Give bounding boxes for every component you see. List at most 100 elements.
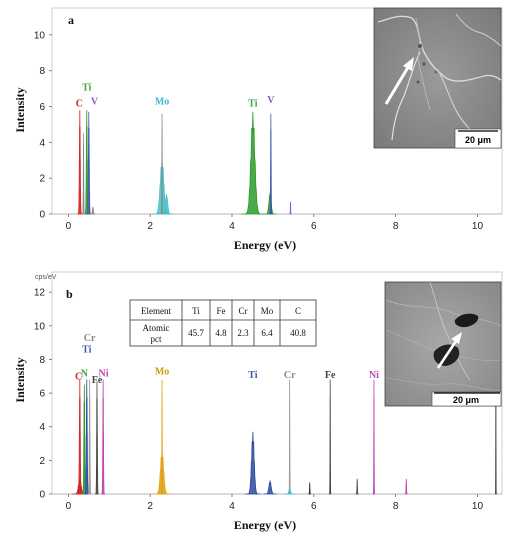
table-cell: 40.8 (290, 328, 306, 338)
table-cell: 45.7 (188, 328, 204, 338)
spectrum-peak (160, 379, 164, 495)
spectrum-peak (308, 482, 312, 495)
panel-a-spectrum (77, 110, 292, 215)
table-header: Ti (192, 306, 200, 316)
panel-b-scale-box (431, 391, 502, 407)
peak-label: V (91, 97, 99, 108)
x-tick-label: 10 (472, 501, 484, 512)
panel-b-y-axis-label: Intensity (13, 357, 27, 402)
peak-label: Fe (92, 375, 103, 386)
spectrum-peak (87, 379, 92, 495)
spectrum-peak (404, 478, 408, 495)
spectrum-peak (372, 379, 376, 495)
peak-label: Cr (284, 370, 296, 381)
peak-label: V (267, 95, 275, 106)
spectrum-peak (90, 206, 96, 215)
table-header: Fe (217, 306, 226, 316)
x-tick-label: 2 (147, 221, 153, 232)
peak-label: Mo (155, 97, 169, 108)
spectrum-peak (241, 111, 265, 215)
y-tick-label: 10 (34, 30, 46, 41)
spectrum-peak (101, 379, 106, 495)
table-header: Element (141, 306, 171, 316)
peak-label: Ti (248, 99, 257, 110)
y-tick-label: 2 (39, 456, 45, 467)
spectrum-peak (288, 379, 291, 495)
peak-label: Ni (99, 368, 109, 379)
spectrum-peak (245, 431, 261, 495)
panel-b-sem-inset: 20 μm (384, 281, 502, 407)
y-tick-label: 0 (39, 210, 45, 221)
peak-label: C (76, 99, 83, 110)
table-header: Cr (239, 306, 248, 316)
spectrum-peak (355, 478, 359, 495)
y-tick-label: 8 (39, 355, 45, 366)
panel-a-y-axis-label: Intensity (13, 87, 27, 132)
panel-a-sem-inset: 20 μm (373, 7, 502, 149)
panel-b-spectrum (71, 379, 497, 495)
peak-label: C (75, 372, 82, 383)
table-row-label: Atomic (143, 323, 170, 333)
panel-a-scale-box (454, 128, 502, 149)
x-tick-label: 6 (311, 501, 317, 512)
peak-label: Fe (325, 370, 336, 381)
peak-label: Mo (155, 367, 169, 378)
y-tick-label: 4 (39, 138, 45, 149)
peak-label: N (81, 368, 89, 379)
table-cell: 4.8 (215, 328, 227, 338)
x-tick-label: 4 (229, 221, 235, 232)
spectrum-peak (160, 113, 164, 215)
spectrum-peak (95, 381, 99, 495)
panel-b-letter: b (66, 287, 73, 301)
panel-a-scale-label: 20 μm (465, 135, 491, 145)
y-tick-label: 2 (39, 174, 45, 185)
panel-a-x-axis-label: Energy (eV) (234, 238, 296, 252)
table-header: Mo (261, 306, 274, 316)
x-tick-label: 8 (393, 221, 399, 232)
spectrum-peak (263, 480, 277, 495)
y-tick-label: 12 (34, 288, 46, 299)
spectrum-peak (329, 379, 332, 495)
table-cell: 6.4 (261, 328, 273, 338)
x-tick-label: 8 (393, 501, 399, 512)
y-tick-label: 0 (39, 490, 45, 501)
panel-b-x-axis-label: Energy (eV) (234, 518, 296, 532)
peak-label: Ti (248, 370, 257, 381)
x-tick-label: 4 (229, 501, 235, 512)
panel-a-axes: 0 2 4 6 8 10 0 2 4 6 8 10 (34, 30, 502, 232)
x-tick-label: 2 (147, 501, 153, 512)
table-cell: 2.3 (237, 328, 249, 338)
spectrum-peak (269, 113, 273, 215)
x-tick-label: 0 (66, 501, 72, 512)
y-tick-label: 6 (39, 389, 45, 400)
y-tick-label: 10 (34, 321, 46, 332)
peak-label: Ti (82, 345, 91, 356)
spectrum-peak (82, 133, 85, 215)
x-tick-label: 6 (311, 221, 317, 232)
panel-a-letter: a (68, 13, 74, 27)
panel-b-scale-label: 20 μm (453, 395, 479, 405)
table-row-label: pct (151, 334, 162, 344)
panel-b-axes: 0 2 4 6 8 10 12 0 2 4 6 8 10 (34, 288, 502, 512)
spectrum-peak (284, 488, 295, 495)
spectrum-peak (289, 201, 292, 215)
y-tick-label: 8 (39, 66, 45, 77)
y-tick-label: 4 (39, 422, 45, 433)
peak-label: Ti (82, 82, 91, 93)
spectrum-peak (77, 110, 83, 215)
x-tick-label: 0 (66, 221, 72, 232)
x-tick-label: 10 (472, 221, 484, 232)
peak-label: Cr (84, 333, 96, 344)
peak-label: Ni (369, 370, 379, 381)
y-tick-label: 6 (39, 102, 45, 113)
table-header: C (295, 306, 301, 316)
table-frame (129, 299, 317, 347)
panel-b-unit: cps/eV (35, 274, 57, 281)
